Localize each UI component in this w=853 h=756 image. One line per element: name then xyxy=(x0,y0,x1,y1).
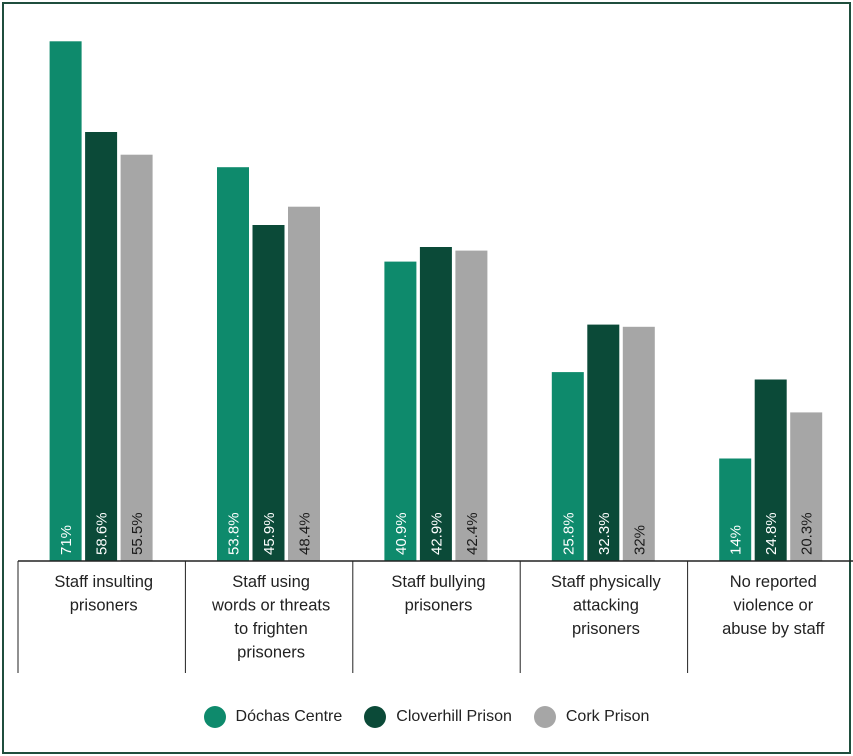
bar-dochas-0 xyxy=(49,41,82,562)
category-label-2: Staff bullying prisoners xyxy=(391,573,485,615)
bar-cork-1 xyxy=(288,206,320,561)
category-label-1: Staff using words or threats to frighten pr… xyxy=(211,573,330,662)
legend-label-cloverhill: Cloverhill Prison xyxy=(396,708,512,725)
legend-label-dochas: Dóchas Centre xyxy=(235,708,343,725)
bar-value-label-dochas-0: 71% xyxy=(58,525,75,555)
bar-cloverhill-4 xyxy=(754,379,787,561)
bar-value-label-cloverhill-0: 58.6% xyxy=(94,512,111,555)
category-label-4: No reported violence or abuse by staff xyxy=(722,573,825,638)
bar-dochas-4 xyxy=(719,458,752,561)
legend-swatch-cork xyxy=(533,706,556,728)
bar-value-label-cork-3: 32% xyxy=(631,525,648,555)
bar-cork-2 xyxy=(455,250,488,561)
bar-cork-3 xyxy=(622,326,655,561)
bar-value-label-cork-4: 20.3% xyxy=(799,512,816,555)
bar-cork-4 xyxy=(790,412,823,561)
bar-value-label-cork-0: 55.5% xyxy=(129,512,146,555)
bar-cloverhill-1 xyxy=(252,225,285,561)
legend-swatch-dochas xyxy=(203,706,226,728)
bar-dochas-2 xyxy=(384,261,417,561)
legend-item-cloverhill: Cloverhill Prison xyxy=(364,706,512,728)
bar-value-label-dochas-4: 14% xyxy=(728,525,745,555)
legend-label-cork: Cork Prison xyxy=(565,708,650,725)
bar-dochas-3 xyxy=(551,372,584,561)
legend-item-cork: Cork Prison xyxy=(533,706,650,728)
category-label-3: Staff physically attacking prisoners xyxy=(551,573,661,638)
legend-item-dochas: Dóchas Centre xyxy=(203,706,343,728)
bar-value-label-dochas-2: 40.9% xyxy=(393,512,410,555)
legend: Dóchas Centre Cloverhill Prison Cork Pri… xyxy=(0,706,853,728)
category-label-0: Staff insulting prisoners xyxy=(54,573,153,615)
bar-cloverhill-0 xyxy=(85,132,118,561)
bar-value-label-dochas-1: 53.8% xyxy=(226,512,243,555)
bar-dochas-1 xyxy=(217,167,249,561)
bar-value-label-cork-1: 48.4% xyxy=(297,512,314,555)
bar-value-label-cork-2: 42.4% xyxy=(464,512,481,555)
bar-value-label-cloverhill-2: 42.9% xyxy=(428,512,445,555)
bar-value-label-cloverhill-1: 45.9% xyxy=(261,512,278,555)
bar-cork-0 xyxy=(120,154,153,561)
bar-value-label-dochas-3: 25.8% xyxy=(560,512,577,555)
bar-value-label-cloverhill-3: 32.3% xyxy=(596,512,613,555)
legend-swatch-cloverhill xyxy=(364,706,387,728)
bar-cloverhill-2 xyxy=(419,247,452,561)
bar-cloverhill-3 xyxy=(587,324,620,561)
bar-value-label-cloverhill-4: 24.8% xyxy=(763,512,780,555)
